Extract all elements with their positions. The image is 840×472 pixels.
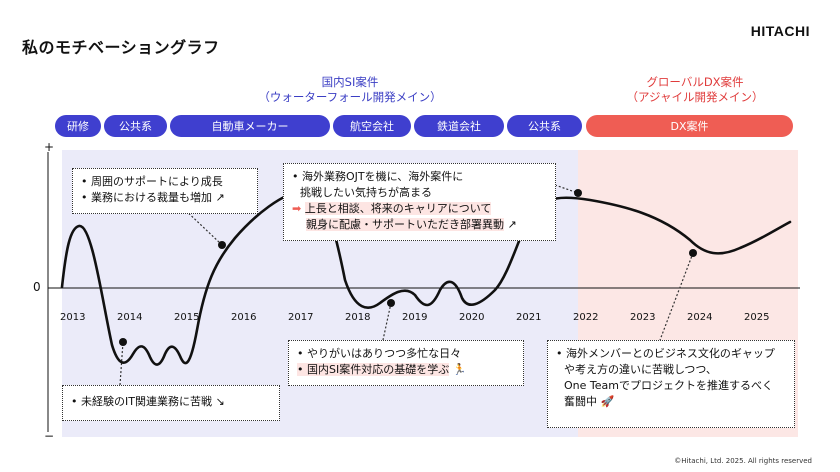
callout-global-line2: や考え方の違いに苦戦しつつ、	[564, 363, 717, 376]
callout-global: • 海外メンバーとのビジネス文化のギャップ や考え方の違いに苦戦しつつ、 One…	[547, 340, 795, 428]
arrow-up-icon: ↗	[215, 191, 225, 204]
callout-global-line4: 奮闘中	[564, 395, 597, 408]
phase-public-2: 公共系	[507, 115, 582, 137]
callout-transfer-line2: 挑戦したい気持ちが高まる	[300, 186, 432, 199]
leader-c3	[554, 184, 579, 194]
right-arrow-icon: ➡	[292, 202, 302, 215]
page-title: 私のモチベーショングラフ	[22, 38, 220, 57]
callout-transfer: • 海外業務OJTを機に、海外案件に 挑戦したい気持ちが高まる ➡ 上長と相談、…	[283, 163, 556, 241]
year-label: 2020	[459, 312, 485, 323]
group-global: グローバルDX案件 （アジャイル開発メイン）	[600, 75, 790, 105]
arrow-down-icon: ↘	[215, 395, 225, 408]
year-label: 2023	[630, 312, 656, 323]
phase-airline: 航空会社	[333, 115, 411, 137]
leader-c5	[659, 252, 694, 341]
running-figure-icon: 🏃	[452, 363, 467, 376]
group-global-subtitle: （アジャイル開発メイン）	[626, 90, 764, 104]
year-label: 2016	[231, 312, 257, 323]
year-label: 2019	[402, 312, 428, 323]
point-2019	[387, 299, 395, 307]
hitachi-logo: HITACHI	[750, 23, 810, 39]
group-domestic-subtitle: （ウォーターフォール開発メイン）	[258, 90, 442, 104]
point-2016	[218, 241, 226, 249]
year-label: 2014	[117, 312, 143, 323]
phase-training: 研修	[55, 115, 101, 137]
callout-struggle-line1: • 未経験のIT関連業務に苦戦	[71, 395, 212, 408]
callout-struggle: • 未経験のIT関連業務に苦戦 ↘	[62, 385, 280, 421]
point-2022	[574, 189, 582, 197]
arrow-up-icon: ↗	[507, 218, 517, 231]
callout-transfer-line3: 上長と相談、将来のキャリアについて	[304, 202, 492, 215]
axis-zero-label: 0	[33, 280, 41, 294]
callout-busy: • やりがいはありつつ多忙な日々 • 国内SI案件対応の基礎を学ぶ 🏃	[288, 340, 524, 386]
phase-railway: 鉄道会社	[414, 115, 504, 137]
axis-minus-label: −	[44, 429, 55, 443]
rocket-icon: 🚀	[600, 395, 615, 408]
group-global-title: グローバルDX案件	[646, 75, 744, 89]
callout-global-line1: • 海外メンバーとのビジネス文化のギャップ	[556, 347, 775, 360]
year-label: 2017	[288, 312, 314, 323]
callout-busy-line2: • 国内SI案件対応の基礎を学ぶ	[297, 363, 450, 376]
group-domestic: 国内SI案件 （ウォーターフォール開発メイン）	[250, 75, 450, 105]
callout-transfer-line1: • 海外業務OJTを機に、海外案件に	[292, 170, 464, 183]
callout-growth-line2: • 業務における裁量も増加	[81, 191, 212, 204]
callout-busy-line1: • やりがいはありつつ多忙な日々	[297, 347, 462, 360]
axis-plus-label: +	[44, 140, 55, 154]
phase-automaker: 自動車メーカー	[170, 115, 330, 137]
point-2014	[119, 338, 127, 346]
year-label: 2013	[60, 312, 86, 323]
year-label: 2018	[345, 312, 371, 323]
callout-global-line3: One Teamでプロジェクトを推進するべく	[564, 379, 773, 392]
callout-growth: • 周囲のサポートにより成長 • 業務における裁量も増加 ↗	[72, 168, 258, 214]
callout-growth-line1: • 周囲のサポートにより成長	[81, 175, 223, 188]
year-label: 2024	[687, 312, 713, 323]
year-label: 2022	[573, 312, 599, 323]
phase-dx: DX案件	[586, 115, 793, 137]
year-label: 2015	[174, 312, 200, 323]
callout-transfer-line4: 親身に配慮・サポートいただき部署異動	[306, 218, 504, 231]
point-2024	[689, 249, 697, 257]
phase-public-1: 公共系	[104, 115, 167, 137]
leader-c4	[382, 302, 392, 341]
year-label: 2021	[516, 312, 542, 323]
copyright-footer: ©Hitachi, Ltd. 2025. All rights reserved	[674, 457, 812, 465]
motivation-curve	[60, 188, 792, 366]
year-label: 2025	[744, 312, 770, 323]
group-domestic-title: 国内SI案件	[321, 75, 379, 89]
